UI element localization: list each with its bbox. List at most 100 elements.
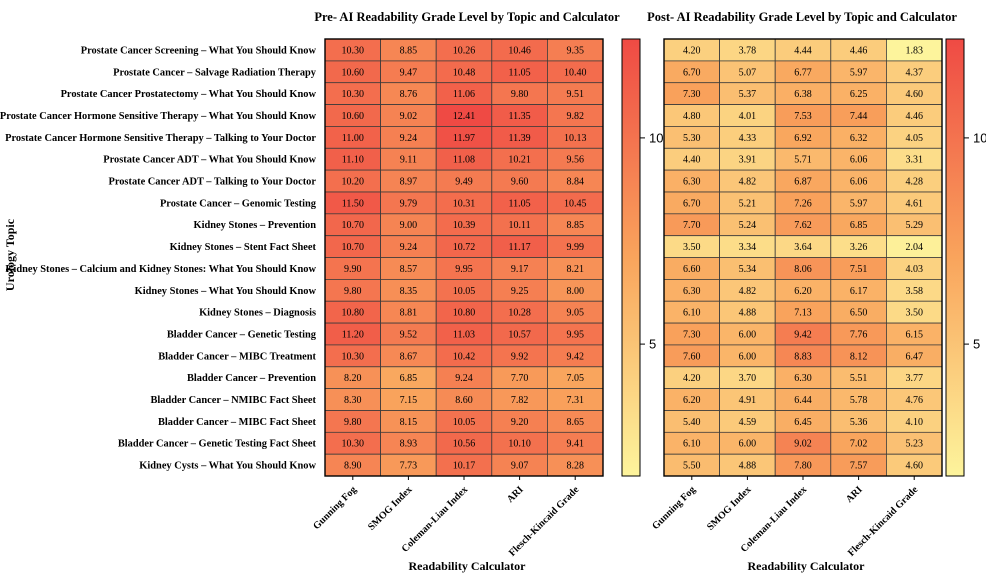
row-label: Prostate Cancer Hormone Sensitive Therap… bbox=[5, 133, 316, 144]
cell-value-label: 9.24 bbox=[400, 133, 418, 144]
row-label: Kidney Stones – Calcium and Kidney Stone… bbox=[5, 264, 316, 275]
cell-value-label: 9.42 bbox=[566, 351, 584, 362]
cell-value-label: 4.80 bbox=[683, 111, 701, 122]
colorbar-tick-label: 10 bbox=[649, 130, 663, 145]
cell-value-label: 3.31 bbox=[905, 155, 923, 166]
cell-value-label: 6.00 bbox=[739, 330, 757, 341]
cell-value-label: 7.82 bbox=[511, 395, 529, 406]
row-label: Prostate Cancer – Genomic Testing bbox=[160, 198, 317, 209]
post-ai-heatmap: 4.20 3.78 4.44 4.46 1.83 6.70 5.07 6.77 5.97 4.37… bbox=[663, 38, 943, 477]
cell-value-label: 7.02 bbox=[850, 439, 868, 450]
cell-value-label: 3.70 bbox=[739, 373, 757, 384]
cell-value-label: 8.83 bbox=[794, 351, 812, 362]
cell-value-label: 6.70 bbox=[683, 67, 701, 78]
cell-value-label: 5.50 bbox=[683, 461, 701, 472]
cell-value-label: 3.50 bbox=[683, 242, 701, 253]
cell-value-label: 8.30 bbox=[344, 395, 362, 406]
column-label: SMOG Index bbox=[705, 484, 753, 532]
cell-value-label: 11.00 bbox=[342, 133, 364, 144]
cell-value-label: 5.97 bbox=[850, 67, 868, 78]
cell-value-label: 11.06 bbox=[453, 89, 475, 100]
cell-value-label: 3.34 bbox=[739, 242, 757, 253]
cell-value-label: 6.85 bbox=[400, 373, 418, 384]
cell-value-label: 6.70 bbox=[683, 198, 701, 209]
cell-value-label: 11.05 bbox=[509, 67, 531, 78]
row-label: Prostate Cancer Screening – What You Sho… bbox=[81, 45, 317, 56]
cell-value-label: 8.35 bbox=[400, 286, 418, 297]
cell-value-label: 7.30 bbox=[683, 330, 701, 341]
cell-value-label: 10.46 bbox=[508, 45, 531, 56]
cell-value-label: 8.97 bbox=[400, 177, 418, 188]
cell-value-label: 10.28 bbox=[508, 308, 531, 319]
cell-value-label: 4.76 bbox=[905, 395, 923, 406]
cell-value-label: 10.26 bbox=[453, 45, 476, 56]
post-ai-x-axis-label: Readability Calculator bbox=[748, 559, 866, 573]
cell-value-label: 11.10 bbox=[342, 155, 364, 166]
cell-value-label: 10.31 bbox=[453, 198, 476, 209]
cell-value-label: 3.78 bbox=[739, 45, 757, 56]
cell-value-label: 4.46 bbox=[905, 111, 923, 122]
cell-value-label: 4.33 bbox=[739, 133, 757, 144]
cell-value-label: 4.37 bbox=[905, 67, 923, 78]
cell-value-label: 8.65 bbox=[566, 417, 584, 428]
cell-value-label: 9.90 bbox=[344, 264, 362, 275]
cell-value-label: 9.35 bbox=[566, 45, 584, 56]
cell-value-label: 10.13 bbox=[564, 133, 587, 144]
cell-value-label: 6.32 bbox=[850, 133, 868, 144]
cell-value-label: 6.45 bbox=[794, 417, 812, 428]
cell-value-label: 3.91 bbox=[739, 155, 757, 166]
cell-value-label: 9.80 bbox=[511, 89, 529, 100]
cell-value-label: 11.17 bbox=[509, 242, 531, 253]
cell-value-label: 10.05 bbox=[453, 286, 476, 297]
cell-value-label: 2.04 bbox=[905, 242, 923, 253]
cell-value-label: 3.64 bbox=[794, 242, 812, 253]
cell-value-label: 6.87 bbox=[794, 177, 812, 188]
row-label: Prostate Cancer ADT – Talking to Your Do… bbox=[108, 177, 316, 188]
row-label: Bladder Cancer – Prevention bbox=[187, 373, 316, 384]
cell-value-label: 8.81 bbox=[400, 308, 418, 319]
cell-value-label: 8.85 bbox=[400, 45, 418, 56]
cell-value-label: 7.53 bbox=[794, 111, 812, 122]
cell-value-label: 5.21 bbox=[739, 198, 757, 209]
cell-value-label: 8.20 bbox=[344, 373, 362, 384]
cell-value-label: 4.28 bbox=[905, 177, 923, 188]
cell-value-label: 9.99 bbox=[566, 242, 584, 253]
column-label: SMOG Index bbox=[366, 484, 414, 532]
cell-value-label: 4.88 bbox=[739, 308, 757, 319]
cell-value-label: 8.00 bbox=[566, 286, 584, 297]
cell-value-label: 6.06 bbox=[850, 155, 868, 166]
cell-value-label: 10.17 bbox=[453, 461, 476, 472]
cell-value-label: 4.40 bbox=[683, 155, 701, 166]
row-label: Prostate Cancer Hormone Sensitive Therap… bbox=[0, 111, 316, 122]
cell-value-label: 7.26 bbox=[794, 198, 812, 209]
row-label: Bladder Cancer – MIBC Fact Sheet bbox=[158, 417, 317, 428]
cell-value-label: 5.40 bbox=[683, 417, 701, 428]
cell-value-label: 6.30 bbox=[683, 177, 701, 188]
cell-value-label: 6.20 bbox=[683, 395, 701, 406]
cell-value-label: 10.70 bbox=[342, 242, 365, 253]
cell-value-label: 10.57 bbox=[508, 330, 531, 341]
cell-value-label: 7.80 bbox=[794, 461, 812, 472]
row-label: Kidney Cysts – What You Should Know bbox=[139, 461, 316, 472]
cell-value-label: 5.24 bbox=[739, 220, 757, 231]
cell-value-label: 6.20 bbox=[794, 286, 812, 297]
cell-value-label: 11.08 bbox=[453, 155, 475, 166]
cell-value-label: 3.58 bbox=[905, 286, 923, 297]
cell-value-label: 10.30 bbox=[342, 89, 365, 100]
pre-ai-x-axis-label: Readability Calculator bbox=[409, 559, 527, 573]
cell-value-label: 8.90 bbox=[344, 461, 362, 472]
cell-value-label: 7.05 bbox=[566, 373, 584, 384]
cell-value-label: 9.79 bbox=[400, 198, 418, 209]
cell-value-label: 8.06 bbox=[794, 264, 812, 275]
cell-value-label: 11.35 bbox=[509, 111, 531, 122]
cell-value-label: 6.30 bbox=[683, 286, 701, 297]
cell-value-label: 6.15 bbox=[905, 330, 923, 341]
cell-value-label: 9.07 bbox=[511, 461, 529, 472]
cell-value-label: 6.92 bbox=[794, 133, 812, 144]
cell-value-label: 4.03 bbox=[905, 264, 923, 275]
cell-value-label: 6.85 bbox=[850, 220, 868, 231]
cell-value-label: 9.24 bbox=[455, 373, 473, 384]
cell-value-label: 10.45 bbox=[564, 198, 587, 209]
